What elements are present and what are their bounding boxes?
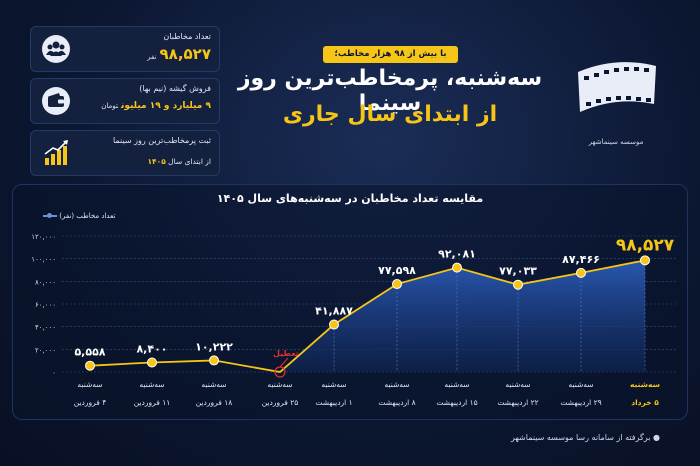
stat-card-box-office: فروش گیشه (نیم بها) ۹ میلیارد و ۱۹ میلیو… (30, 78, 220, 124)
data-point (329, 319, 339, 330)
data-point (452, 262, 462, 273)
x-tick-day: سه‌شنبه (139, 380, 164, 389)
audience-icon (42, 35, 70, 63)
data-label: ۸۷,۴۶۶ (562, 253, 600, 266)
data-label: ۴۱,۸۸۷ (315, 305, 353, 318)
data-point (392, 279, 402, 290)
y-tick-label: ۸۰,۰۰۰ (35, 278, 56, 286)
x-tick-day: سه‌شنبه (505, 380, 530, 389)
chart-title: مقایسه تعداد مخاطبان در سه‌شنبه‌های سال … (216, 192, 484, 205)
x-tick-date: ۲۹ اردیبهشت (560, 398, 601, 407)
data-point (209, 355, 219, 366)
record-prefix: از ابتدای سال (168, 157, 211, 166)
x-tick-day: سه‌شنبه (384, 380, 409, 389)
series-line (89, 259, 646, 373)
growth-chart-icon (44, 140, 68, 165)
headline-line2: از ابتدای سال جاری (282, 102, 498, 127)
stat-value-audience: ۹۸,۵۲۷نفر (147, 45, 211, 63)
stat-card-audience: تعداد مخاطبان ۹۸,۵۲۷نفر (30, 26, 220, 72)
audience-unit: نفر (147, 53, 157, 61)
x-tick-date: ۱۸ فروردین (196, 398, 233, 407)
data-label: ۸,۴۰۰ (136, 342, 167, 355)
stat-cards: تعداد مخاطبان ۹۸,۵۲۷نفر فروش گیشه (نیم ب… (30, 26, 220, 176)
headline-badge: با بیش از ۹۸ هزار مخاطب؛ (323, 46, 458, 63)
stat-value-box-office: ۹ میلیارد و ۱۹ میلیونتومان (101, 101, 211, 111)
y-tick-label: ۰ (52, 369, 56, 377)
data-point (640, 255, 650, 266)
stat-card-record: ثبت پرمخاطب‌ترین روز سینما از ابتدای سال… (30, 130, 220, 176)
y-tick-label: ۴۰,۰۰۰ (35, 324, 56, 332)
data-label: ۷۷,۵۹۸ (378, 264, 416, 277)
data-label: ۹۸,۵۲۷ (616, 235, 675, 255)
x-tick-date: ۱ اردیبهشت (315, 398, 352, 407)
data-label: ۹۲,۰۸۱ (438, 248, 476, 261)
area-fill (280, 260, 645, 372)
film-strip-logo-icon (578, 62, 656, 112)
source-footer: ● برگرفته از سامانه رسا موسسه سینماشهر (510, 433, 660, 442)
x-tick-date: ۱۵ اردیبهشت (436, 398, 477, 407)
data-label: ۱۰,۲۲۲ (195, 340, 233, 353)
stat-label-box-office: فروش گیشه (نیم بها) (139, 84, 211, 93)
record-year: ۱۴۰۵ (147, 157, 166, 166)
y-tick-label: ۱۲۰,۰۰۰ (31, 233, 56, 241)
data-point (85, 360, 95, 371)
x-tick-day: سه‌شنبه (77, 380, 102, 389)
legend-label: تعداد مخاطب (نفر) (59, 212, 116, 220)
headline-line1: سه‌شنبه، پرمخاطب‌ترین روز سینما (237, 66, 543, 116)
annotation-label: تعطیل (273, 349, 299, 358)
x-tick-date: ۲۲ اردیبهشت (497, 398, 538, 407)
logo-text: موسسه سینماشهر (588, 138, 644, 146)
stat-label-record: ثبت پرمخاطب‌ترین روز سینما (112, 136, 211, 145)
annotation-leader (279, 357, 289, 368)
y-tick-label: ۱۰۰,۰۰۰ (31, 256, 56, 264)
stat-sublabel-record: از ابتدای سال ۱۴۰۵ (147, 157, 211, 166)
data-point (147, 357, 157, 368)
audience-count: ۹۸,۵۲۷ (159, 45, 211, 63)
x-tick-day: سه‌شنبه (568, 380, 593, 389)
x-tick-date: ۲۵ فروردین (262, 398, 299, 407)
box-office-unit: تومان (101, 102, 118, 110)
data-label: ۵,۵۵۸ (74, 346, 105, 359)
x-tick-date: ۵ خرداد (631, 398, 659, 407)
wallet-icon (42, 87, 70, 115)
legend-marker (43, 213, 57, 218)
x-tick-day: سه‌شنبه (321, 380, 346, 389)
y-tick-label: ۲۰,۰۰۰ (35, 346, 56, 354)
x-tick-day: سه‌شنبه (630, 380, 660, 389)
chart-legend: تعداد مخاطب (نفر) (40, 212, 115, 220)
stat-label-audience: تعداد مخاطبان (163, 32, 211, 41)
y-tick-label: ۶۰,۰۰۰ (35, 301, 56, 309)
x-tick-date: ۸ اردیبهشت (378, 398, 415, 407)
x-tick-day: سه‌شنبه (444, 380, 469, 389)
x-tick-date: ۴ فروردین (74, 398, 107, 407)
data-point (576, 267, 586, 278)
data-label: ۷۷,۰۳۳ (499, 265, 537, 278)
box-office-amount: ۹ میلیارد و ۱۹ میلیون (120, 101, 211, 111)
x-tick-day: سه‌شنبه (267, 380, 292, 389)
data-point (513, 279, 523, 290)
x-tick-date: ۱۱ فروردین (134, 398, 171, 407)
x-tick-day: سه‌شنبه (201, 380, 226, 389)
